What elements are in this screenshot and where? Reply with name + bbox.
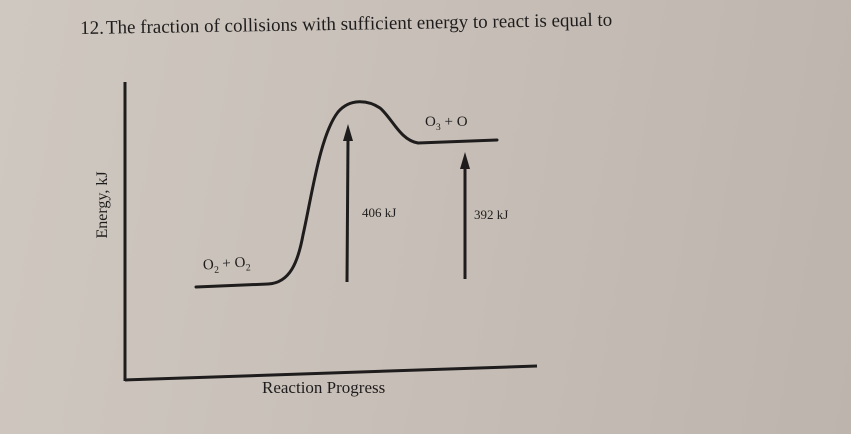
reaction-energy-curve — [194, 100, 499, 289]
products-label: O3 + O — [425, 114, 468, 133]
forward-arrowhead — [343, 124, 353, 141]
reverse-activation-energy-label: 392 kJ — [474, 207, 509, 222]
x-axis-label: Reaction Progress — [262, 378, 386, 397]
y-axis-label: Energy, kJ — [94, 171, 111, 239]
forward-activation-energy-label: 406 kJ — [362, 205, 397, 220]
x-axis — [124, 364, 538, 382]
reverse-arrowhead — [460, 152, 470, 169]
reactants-label: O2 + O2 — [202, 254, 252, 276]
forward-activation-arrow — [345, 139, 350, 283]
